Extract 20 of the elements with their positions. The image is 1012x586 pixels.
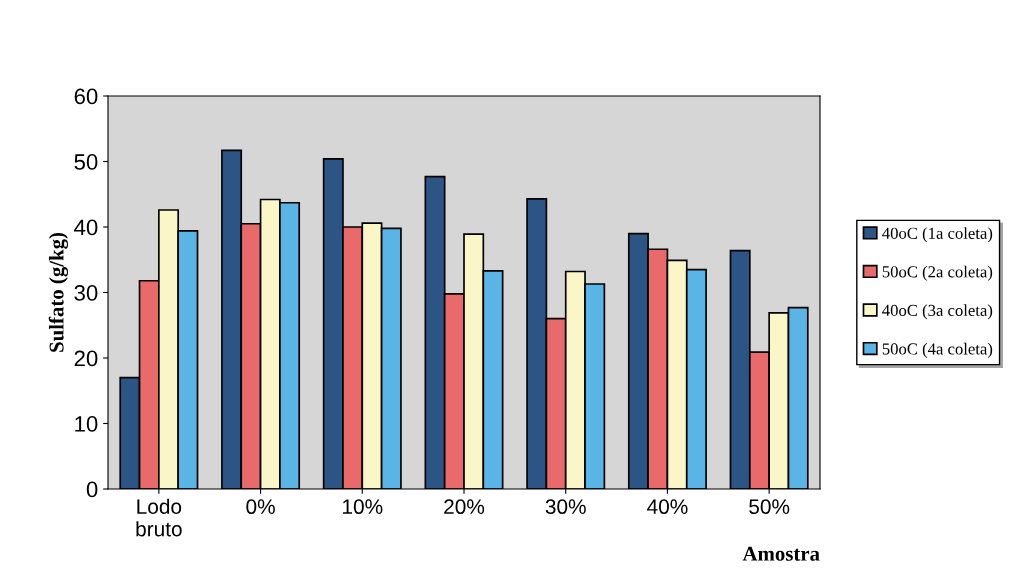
y-tick-label: 10 [75, 416, 98, 432]
legend-label: 40oC (1a coleta) [882, 227, 993, 243]
y-tick-label: 50 [74, 154, 98, 170]
x-tick-label: 50% [749, 499, 790, 515]
y-tick-label: 60 [74, 88, 98, 105]
y-tick-label: 0 [86, 481, 98, 498]
legend-label: 50oC (4a coleta) [882, 342, 993, 358]
x-tick-label: Lodo bruto [136, 498, 182, 537]
y-tick-label: 40 [74, 219, 98, 236]
y-tick-label: 20 [74, 350, 98, 367]
x-tick-label: 10% [343, 499, 383, 515]
legend-label: 50oC (2a coleta) [882, 265, 993, 281]
y-tick-label: 30 [74, 285, 98, 301]
legend-label: 40oC (3a coleta) [882, 304, 993, 320]
x-axis-title: Amostra [742, 546, 820, 561]
x-tick-label: 40% [647, 499, 688, 515]
x-tick-label: 20% [444, 499, 485, 515]
x-tick-label: 30% [545, 499, 586, 515]
y-axis-title: Sulfato (g/kg) [48, 232, 69, 352]
x-tick-label: 0% [246, 499, 275, 515]
